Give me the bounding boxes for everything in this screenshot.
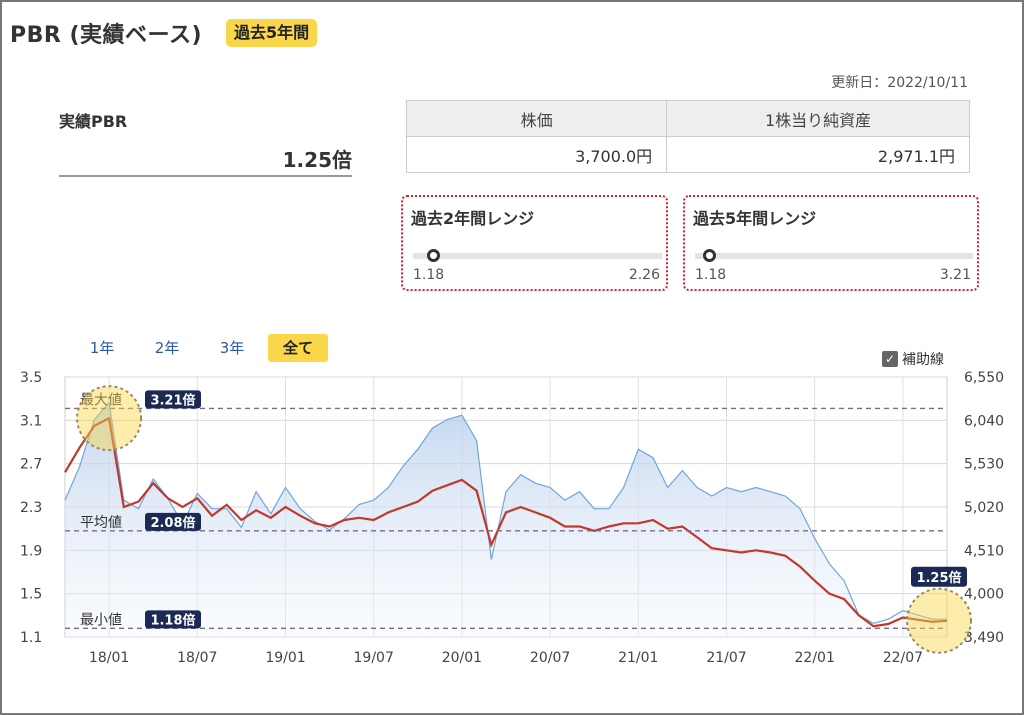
reference-tag: 3.21倍: [150, 392, 195, 408]
pbr-label: 実績PBR: [59, 112, 128, 131]
reference-tag: 2.08倍: [150, 515, 195, 531]
y-right-tick-label: 5,530: [964, 457, 1004, 473]
y-right-tick-label: 4,000: [964, 587, 1004, 603]
range-2y-marker: [427, 249, 441, 262]
y-left-tick-label: 1.1: [20, 630, 42, 646]
stock-price-header: 株価: [405, 100, 668, 137]
price-series-line: [64, 401, 947, 625]
range-2y-title: 過去2年間レンジ: [411, 209, 535, 228]
range-5y-max: 3.21: [939, 267, 971, 283]
y-right-tick-label: 3,490: [964, 630, 1004, 646]
bps-value: 2,971.1円: [666, 136, 970, 173]
aux-line-label: 補助線: [902, 352, 944, 368]
price-table: 株価 1株当り純資産 3,700.0円 2,971.1円: [405, 100, 970, 173]
y-right-tick-label: 6,550: [964, 370, 1004, 386]
current-tag-bg: [911, 566, 967, 587]
reference-tag: 1.18倍: [150, 612, 195, 628]
x-tick-label: 20/01: [442, 650, 482, 666]
tab-1y[interactable]: 1年: [89, 339, 115, 357]
x-tick-label: 21/01: [618, 650, 658, 666]
tab-3y[interactable]: 3年: [219, 339, 245, 357]
reference-tag-bg: [145, 512, 201, 531]
range-5y-title: 過去5年間レンジ: [693, 209, 817, 228]
bps-header: 1株当り純資産: [666, 100, 970, 137]
range-5y: 過去5年間レンジ 1.18 3.21: [683, 195, 979, 291]
x-tick-label: 18/07: [177, 650, 217, 666]
range-5y-min: 1.18: [695, 267, 727, 283]
x-tick-label: 22/01: [795, 650, 835, 666]
checkbox-check-icon[interactable]: ✓: [882, 351, 898, 367]
y-right-tick-label: 6,040: [964, 413, 1004, 429]
chart-axes: 3.5 6,550 3.1 6,040 2.7 5,530 2.3 5,020 1.9 4,510…: [20, 370, 1004, 666]
range-2y: 過去2年間レンジ 1.18 2.26: [401, 195, 668, 291]
current-tag: 1.25倍: [916, 570, 961, 586]
period-badge: 過去5年間: [226, 19, 318, 47]
reference-tag-bg: [145, 390, 201, 409]
y-left-tick-label: 2.7: [20, 457, 42, 473]
y-right-tick-label: 4,510: [964, 543, 1004, 559]
tab-all[interactable]: 全て: [268, 334, 328, 362]
y-left-tick-label: 1.9: [20, 543, 42, 559]
price-area: [65, 402, 947, 637]
reference-label: 最小値: [80, 612, 122, 628]
pbr-series-line: [64, 416, 948, 628]
y-left-tick-label: 2.3: [20, 500, 42, 516]
range-2y-min: 1.18: [413, 267, 445, 283]
reference-label: 最大値: [80, 392, 122, 408]
page-title: PBR (実績ベース): [10, 23, 203, 48]
pbr-divider: [59, 175, 352, 177]
range-2y-max: 2.26: [628, 267, 660, 283]
x-tick-label: 19/07: [354, 650, 394, 666]
x-tick-label: 20/07: [530, 650, 570, 666]
highlight-circles: 1.25倍: [76, 385, 972, 654]
tab-2y[interactable]: 2年: [154, 339, 180, 357]
current-highlight-circle: [906, 587, 972, 654]
range-5y-marker: [703, 249, 717, 262]
range-2y-track: [413, 253, 662, 259]
max-highlight-circle: [76, 385, 143, 452]
pbr-value: 1.25倍: [282, 148, 352, 172]
updated-date: 更新日：2022/10/11: [831, 75, 968, 91]
y-left-tick-label: 3.5: [20, 370, 42, 386]
reference-label: 平均値: [80, 515, 122, 531]
y-right-tick-label: 5,020: [964, 500, 1004, 516]
aux-line-toggle[interactable]: ✓ 補助線: [882, 349, 944, 369]
reference-tag-bg: [145, 610, 201, 629]
y-left-tick-label: 3.1: [20, 413, 42, 429]
stock-price-value: 3,700.0円: [405, 136, 668, 173]
range-5y-track: [695, 253, 973, 259]
x-tick-label: 19/01: [265, 650, 305, 666]
x-tick-label: 22/07: [883, 650, 923, 666]
x-tick-label: 21/07: [706, 650, 746, 666]
x-tick-label: 18/01: [89, 650, 129, 666]
y-left-tick-label: 1.5: [20, 587, 42, 603]
